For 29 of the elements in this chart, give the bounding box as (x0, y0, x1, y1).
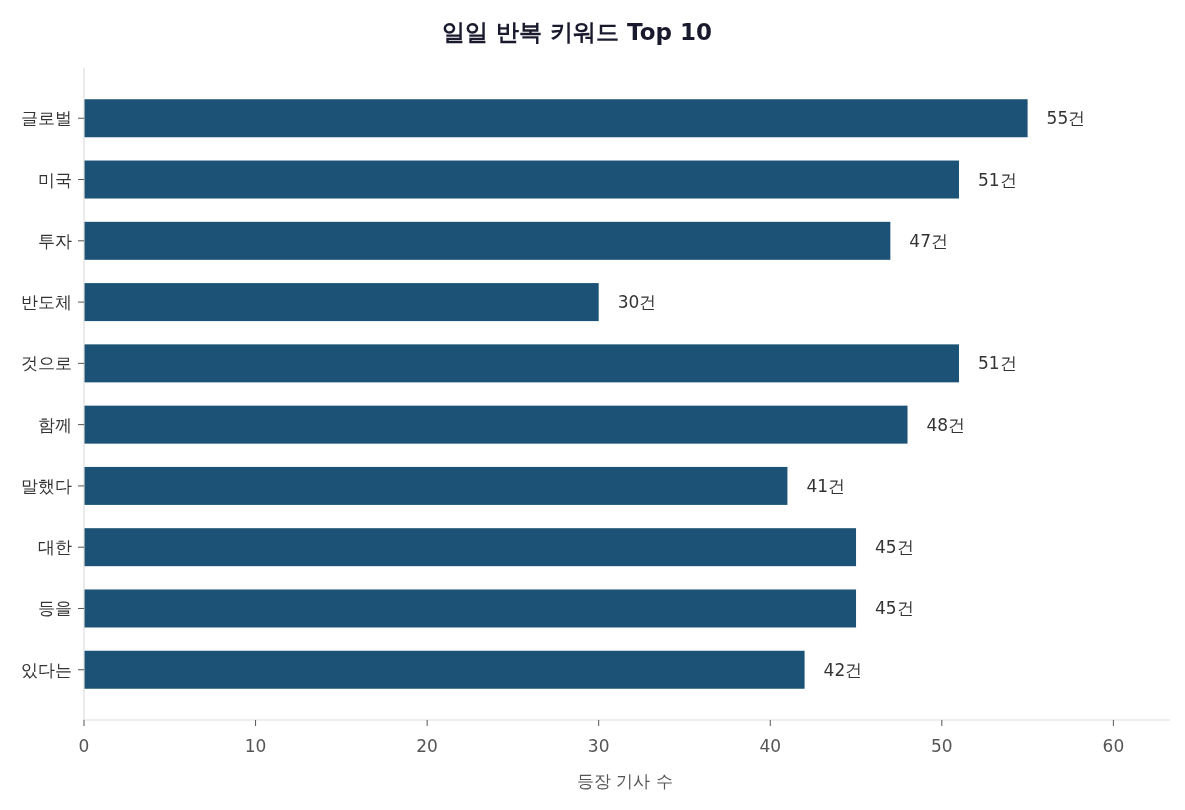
data-label: 51건 (977, 169, 1017, 190)
y-tick-label: 반도체 (21, 292, 72, 313)
data-label: 45건 (875, 598, 914, 619)
y-tick-label: 것으로 (21, 353, 72, 374)
data-label: 42건 (823, 659, 863, 680)
y-tick-label: 미국 (38, 169, 72, 190)
y-tick-label: 대한 (38, 537, 72, 558)
y-tick-label: 함께 (38, 414, 72, 435)
x-tick-label: 60 (1102, 736, 1125, 756)
x-tick-label: 50 (931, 736, 953, 756)
x-tick-label: 40 (759, 736, 782, 756)
data-label: 45건 (875, 537, 914, 558)
x-tick-label: 20 (416, 736, 438, 756)
y-tick-label: 투자 (38, 230, 72, 251)
data-label: 47건 (909, 230, 948, 251)
x-tick-label: 30 (587, 736, 610, 756)
chart-title: 일일 반복 키워드 Top 10 (442, 19, 712, 45)
y-tick-label: 등을 (38, 598, 72, 619)
data-label: 30건 (617, 292, 657, 313)
y-tick-label: 말했다 (21, 475, 72, 496)
x-axis-title: 등장 기사 수 (577, 771, 673, 791)
y-tick-label: 있다는 (21, 659, 72, 680)
x-tick-label: 0 (78, 736, 90, 756)
x-tick-label: 10 (244, 736, 267, 756)
data-label: 55건 (1046, 108, 1086, 129)
data-label: 41건 (806, 475, 846, 496)
data-label: 48건 (926, 414, 966, 435)
y-tick-label: 글로벌 (21, 108, 72, 129)
data-label: 51건 (977, 353, 1017, 374)
